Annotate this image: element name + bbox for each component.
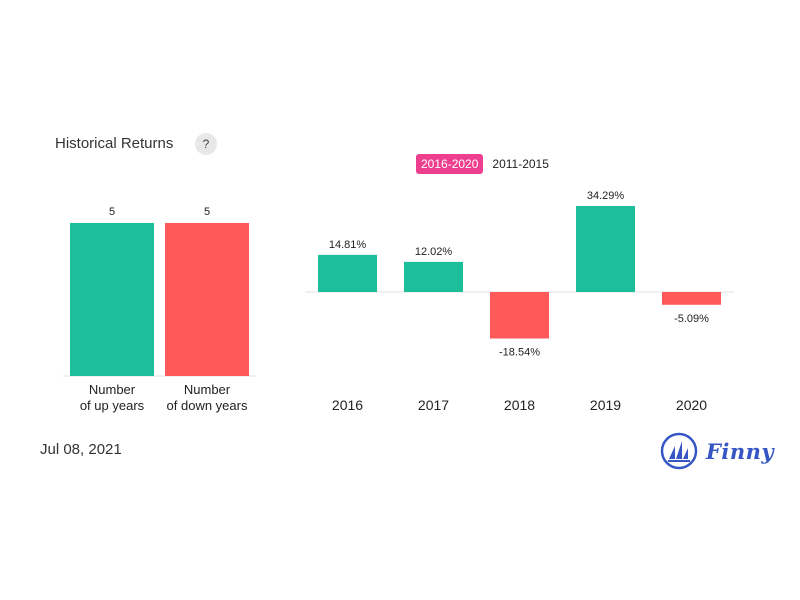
return-data-label-2019: 34.29%	[587, 190, 625, 202]
year-tick-label-2016: 2016	[332, 397, 363, 413]
count-data-label-0: 5	[109, 206, 115, 218]
count-bar-0	[70, 223, 154, 376]
brand-name: Finny	[706, 438, 775, 464]
help-icon[interactable]: ?	[195, 133, 217, 155]
finny-logo: Finny	[660, 432, 774, 470]
tab-period-1[interactable]: 2011-2015	[492, 157, 549, 171]
count-bar-1	[165, 223, 249, 376]
return-data-label-2020: -5.09%	[674, 313, 709, 325]
return-data-label-2017: 12.02%	[415, 246, 453, 258]
return-data-label-2016: 14.81%	[329, 239, 367, 251]
year-tick-label-2019: 2019	[590, 397, 621, 413]
return-data-label-2018: -18.54%	[499, 346, 540, 358]
as-of-date: Jul 08, 2021	[40, 441, 122, 458]
year-tick-label-2018: 2018	[504, 397, 535, 413]
count-category-label-0: Number of up years	[80, 382, 145, 413]
return-bar-2019	[576, 206, 635, 292]
return-bar-2016	[318, 254, 377, 292]
sailboat-icon	[660, 432, 698, 470]
return-bar-2020	[662, 292, 721, 305]
count-data-label-1: 5	[204, 206, 210, 218]
period-tabs: 2016-2020 2011-2015	[416, 154, 554, 174]
year-tick-label-2020: 2020	[676, 397, 707, 413]
chart-title: Historical Returns	[55, 135, 174, 152]
return-bar-2017	[404, 261, 463, 292]
count-category-label-1: Number of down years	[167, 382, 248, 413]
return-bar-2018	[490, 292, 549, 339]
tab-period-0[interactable]: 2016-2020	[416, 154, 484, 174]
year-tick-label-2017: 2017	[418, 397, 449, 413]
